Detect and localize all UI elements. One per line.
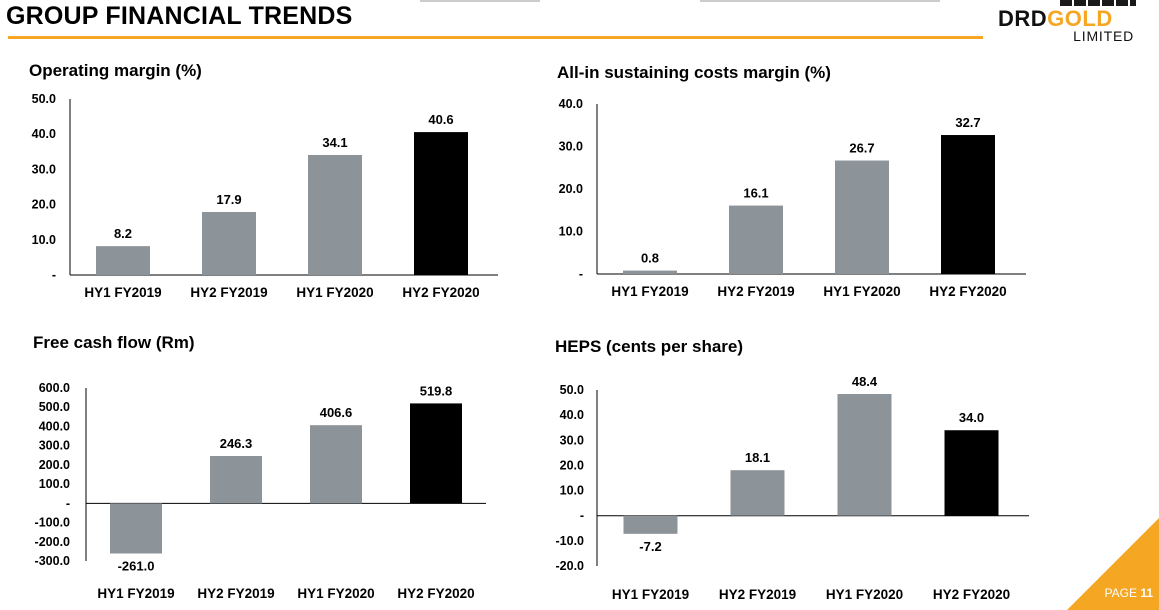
aisc-margin-bar-4 [941,135,995,274]
operating-margin-y-tick-label: 10.0 [32,233,56,247]
operating-margin-bar-1 [96,246,150,275]
page-number: PAGE 11 [1105,586,1154,600]
heps-bar-4 [944,430,999,516]
aisc-margin-bar-2 [729,205,783,274]
free-cash-flow-value-label-2: 246.3 [220,436,253,451]
operating-margin-category-label-1: HY1 FY2019 [84,285,161,300]
chart-title-heps: HEPS (cents per share) [555,337,744,356]
company-logo: DRDGOLD LIMITED [998,0,1138,44]
aisc-margin-y-tick-label: 30.0 [559,140,583,154]
page-number-label: PAGE [1104,586,1137,600]
aisc-margin-y-tick-label: 20.0 [559,182,583,196]
aisc-margin-bar-3 [835,160,889,274]
aisc-margin-y-tick-label: - [579,267,583,281]
heps-category-label-1: HY1 FY2019 [612,587,689,602]
logo-stripes-icon [1060,0,1136,6]
free-cash-flow-bar-2 [210,455,262,504]
free-cash-flow-y-tick-label: -100.0 [35,516,70,530]
free-cash-flow-y-tick-label: 600.0 [39,381,70,395]
aisc-margin-category-label-2: HY2 FY2019 [717,284,794,299]
free-cash-flow-bar-4 [410,403,462,504]
heps-y-tick-label: - [580,509,584,523]
free-cash-flow-y-tick-label: 100.0 [39,477,70,491]
aisc-margin-category-label-4: HY2 FY2020 [929,284,1006,299]
free-cash-flow-y-tick-label: 200.0 [39,458,70,472]
heps-value-label-2: 18.1 [745,450,770,465]
heps-category-label-4: HY2 FY2020 [933,587,1010,602]
operating-margin-y-tick-label: 30.0 [32,162,56,176]
chart-title-free-cash-flow: Free cash flow (Rm) [33,333,195,352]
free-cash-flow-y-tick-label: 400.0 [39,419,70,433]
heps-category-label-3: HY1 FY2020 [826,587,903,602]
free-cash-flow-y-tick-label: - [66,496,70,510]
top-decor-line-left [420,0,540,2]
top-decor-line-right [700,0,940,2]
free-cash-flow-y-tick-label: -200.0 [35,535,70,549]
operating-margin-y-tick-label: - [52,268,56,282]
free-cash-flow-value-label-4: 519.8 [420,383,453,398]
heps-bar-2 [730,470,785,516]
chart-title-aisc-margin: All-in sustaining costs margin (%) [557,63,831,82]
free-cash-flow-category-label-1: HY1 FY2019 [97,586,174,601]
operating-margin-value-label-4: 40.6 [428,112,453,127]
heps-y-tick-label: 50.0 [560,383,584,397]
operating-margin-value-label-3: 34.1 [322,135,347,150]
aisc-margin-bar-1 [623,270,677,274]
heps-y-tick-label: -20.0 [556,559,585,573]
heps-y-tick-label: 10.0 [560,484,584,498]
operating-margin-value-label-2: 17.9 [216,192,241,207]
heps-bar-1 [623,515,678,534]
logo-word-main: DRD [998,6,1048,31]
operating-margin-y-tick-label: 20.0 [32,198,56,212]
page-title: GROUP FINANCIAL TRENDS [6,2,353,30]
free-cash-flow-value-label-3: 406.6 [320,405,353,420]
heps-value-label-3: 48.4 [852,374,878,389]
aisc-margin-value-label-2: 16.1 [743,186,768,201]
heps-y-tick-label: 40.0 [560,408,584,422]
title-underline [8,36,983,39]
free-cash-flow-category-label-3: HY1 FY2020 [297,586,374,601]
chart-title-operating-margin: Operating margin (%) [29,61,202,80]
aisc-margin-value-label-1: 0.8 [641,251,659,266]
heps-value-label-1: -7.2 [639,539,661,554]
page-number-value: 11 [1140,586,1153,600]
aisc-margin-category-label-1: HY1 FY2019 [611,284,688,299]
operating-margin-bar-2 [202,211,256,275]
heps-y-tick-label: 20.0 [560,458,584,472]
free-cash-flow-bar-1 [110,503,162,554]
logo-word-accent: GOLD [1047,6,1113,31]
aisc-margin-category-label-3: HY1 FY2020 [823,284,900,299]
free-cash-flow-y-tick-label: -300.0 [35,554,70,568]
operating-margin-bar-3 [308,154,362,275]
heps-y-tick-label: -10.0 [556,534,585,548]
aisc-margin-y-tick-label: 40.0 [559,97,583,111]
logo-subtitle: LIMITED [1073,28,1134,44]
heps-y-tick-label: 30.0 [560,433,584,447]
free-cash-flow-category-label-4: HY2 FY2020 [397,586,474,601]
aisc-margin-value-label-4: 32.7 [955,115,980,130]
heps-category-label-2: HY2 FY2019 [719,587,796,602]
free-cash-flow-y-tick-label: 300.0 [39,439,70,453]
free-cash-flow-value-label-1: -261.0 [118,559,155,574]
operating-margin-value-label-1: 8.2 [114,226,132,241]
free-cash-flow-category-label-2: HY2 FY2019 [197,586,274,601]
heps-value-label-4: 34.0 [959,410,984,425]
operating-margin-category-label-2: HY2 FY2019 [190,285,267,300]
operating-margin-bar-4 [414,132,468,275]
aisc-margin-value-label-3: 26.7 [849,141,874,156]
operating-margin-y-tick-label: 50.0 [32,92,56,106]
operating-margin-y-tick-label: 40.0 [32,127,56,141]
free-cash-flow-bar-3 [310,425,362,504]
operating-margin-category-label-3: HY1 FY2020 [296,285,373,300]
free-cash-flow-y-tick-label: 500.0 [39,400,70,414]
corner-accent [1067,518,1159,610]
heps-bar-3 [837,394,892,516]
aisc-margin-y-tick-label: 10.0 [559,225,583,239]
operating-margin-category-label-4: HY2 FY2020 [402,285,479,300]
logo-wordmark: DRDGOLD [998,6,1113,32]
